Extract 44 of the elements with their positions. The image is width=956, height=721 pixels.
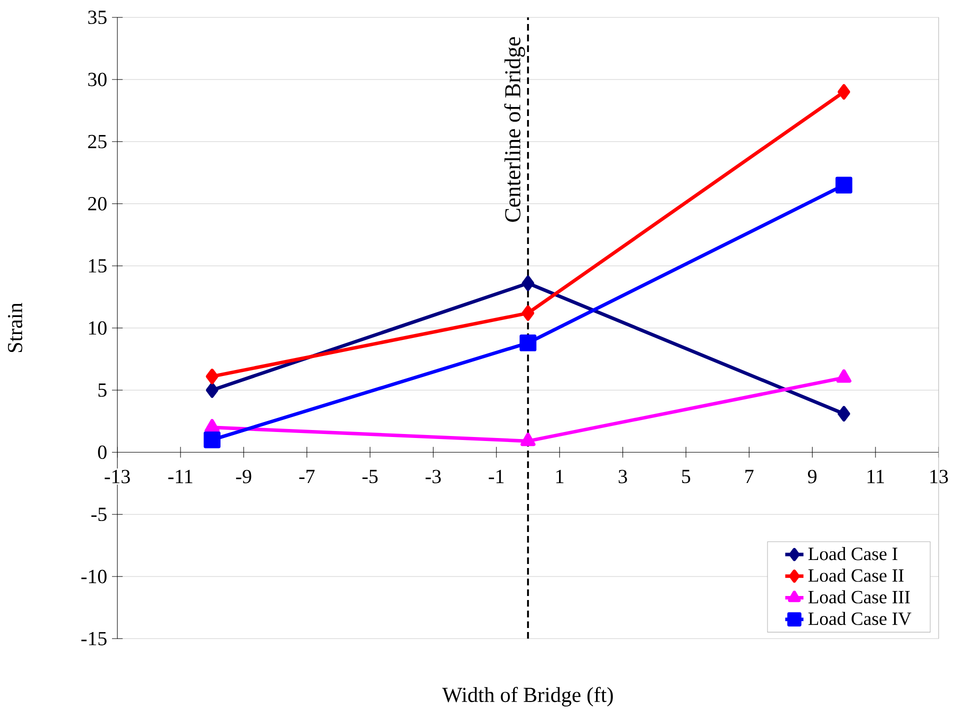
x-tick-label: 5 <box>682 470 690 483</box>
y-tick-label: -15 <box>81 632 107 646</box>
x-tick-label: -3 <box>426 470 441 484</box>
y-axis-title: Strain <box>8 302 22 352</box>
point <box>204 431 221 448</box>
y-tick-label: 10 <box>89 321 107 335</box>
point <box>520 432 536 446</box>
y-tick-label: -10 <box>81 570 107 584</box>
x-tick-label: -5 <box>362 470 378 483</box>
x-tick-label: 9 <box>808 470 816 484</box>
x-tick-label: -13 <box>104 470 130 484</box>
legend-label: Load Case IV <box>808 612 912 625</box>
x-tick-label: 11 <box>868 470 884 483</box>
x-tick-label: -7 <box>299 470 315 483</box>
x-tick-label: 7 <box>745 470 754 483</box>
y-tick-label: 30 <box>88 72 107 86</box>
point <box>206 382 218 398</box>
y-tick-label: 5 <box>98 383 107 397</box>
point <box>835 176 852 194</box>
point <box>206 368 218 384</box>
x-tick-label: 13 <box>930 470 948 484</box>
y-tick-label: 35 <box>88 10 107 24</box>
x-tick-label: 3 <box>618 470 627 484</box>
y-tick-label: 0 <box>98 445 107 459</box>
y-tick-label: -5 <box>91 508 107 521</box>
legend-label: Load Case I <box>808 546 898 560</box>
point <box>522 305 534 321</box>
point <box>838 84 850 100</box>
x-tick-label: -9 <box>236 470 252 484</box>
x-tick-label: -11 <box>168 470 192 483</box>
point <box>520 334 536 352</box>
y-tick-label: 15 <box>89 259 107 272</box>
x-axis-title: Width of Bridge (ft) <box>442 686 613 706</box>
legend-label: Load Case III <box>808 590 910 604</box>
y-tick-label: 20 <box>88 196 107 210</box>
y-tick-label: 25 <box>88 134 107 148</box>
point <box>836 369 852 383</box>
x-tick-label: 1 <box>556 470 564 483</box>
point <box>522 275 534 291</box>
ref-line-label: Centerline of Bridge <box>504 37 526 222</box>
point <box>204 418 220 432</box>
x-tick-label: -1 <box>488 470 504 483</box>
point <box>838 406 850 422</box>
legend-label: Load Case II <box>808 568 904 582</box>
